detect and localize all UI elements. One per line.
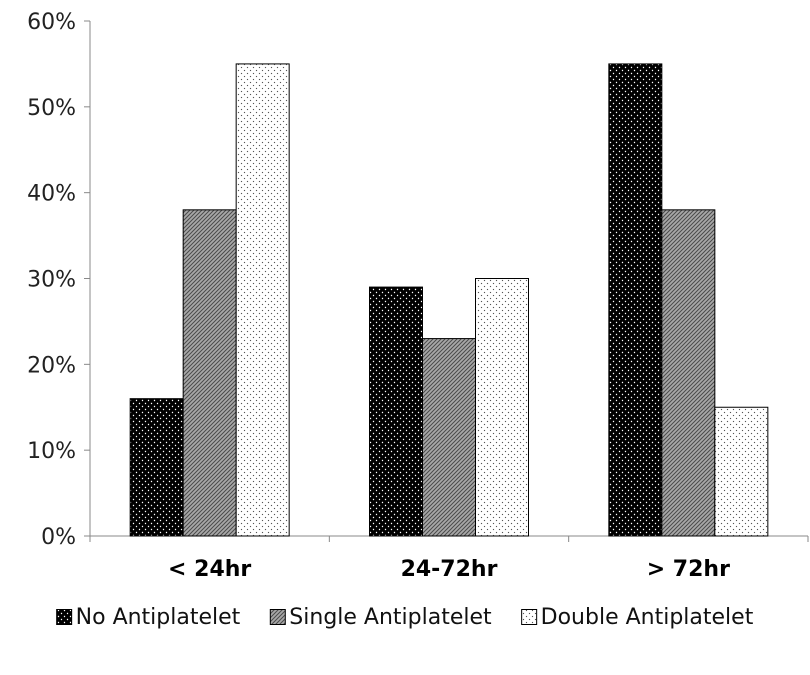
bar — [608, 63, 663, 537]
y-tick-label: 30% — [27, 268, 76, 293]
bar — [422, 338, 476, 537]
y-tick-label: 0% — [41, 525, 76, 550]
legend-label: Single Antiplatelet — [289, 605, 492, 630]
legend: No Antiplatelet Single Antiplatelet Double… — [56, 605, 754, 630]
x-category-label: > 72hr — [647, 557, 730, 582]
bar — [714, 406, 769, 537]
bar — [235, 63, 290, 537]
x-category-label: 24-72hr — [401, 557, 498, 582]
x-category-label: < 24hr — [168, 557, 251, 582]
y-tick-label: 50% — [27, 96, 76, 121]
bar — [129, 398, 184, 537]
bars — [129, 63, 769, 537]
y-tick-label: 40% — [27, 182, 76, 207]
bar — [661, 209, 716, 537]
bar — [369, 286, 423, 537]
y-tick-label: 20% — [27, 353, 76, 378]
legend-swatch — [269, 609, 286, 625]
bar — [475, 278, 529, 537]
legend-swatch — [56, 609, 73, 625]
y-tick-label: 10% — [27, 439, 76, 464]
bar — [182, 209, 237, 537]
legend-label: No Antiplatelet — [76, 605, 241, 630]
axis-labels: 0% 10% 20% 30% 40% 50% 60% < 24hr 24-72hr > 72hr — [27, 10, 730, 582]
legend-label: Double Antiplatelet — [541, 605, 754, 630]
y-tick-label: 60% — [27, 10, 76, 35]
legend-swatch — [521, 609, 538, 625]
